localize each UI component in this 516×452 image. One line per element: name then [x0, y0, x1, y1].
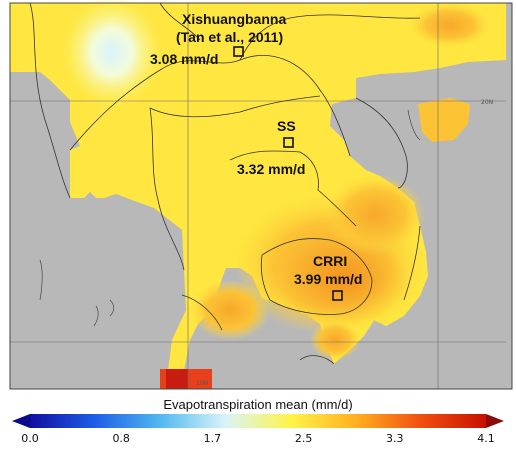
colorbar-tick-label: 1.7: [203, 432, 222, 445]
colorbar-tick-label: 2.5: [294, 432, 313, 445]
station-label-xishuangbanna: Xishuangbanna: [182, 11, 286, 27]
colorbar-left-arrow: [12, 414, 30, 428]
station-label-xishuangbanna-citation: (Tan et al., 2011): [176, 29, 283, 45]
colorbar: [12, 414, 504, 428]
colorbar-tick-label: 0.0: [21, 432, 39, 445]
grid-label-20n: 20N: [481, 99, 493, 106]
square-marker-icon[interactable]: [283, 137, 294, 148]
land-field: [10, 0, 506, 389]
country-borders: [29, 2, 421, 365]
colorbar-bar: [30, 414, 486, 428]
map-frame: [9, 2, 513, 390]
station-value-xishuangbanna: 3.08 mm/d: [150, 51, 218, 67]
colorbar-tick-label: 3.3: [386, 432, 404, 445]
evapotranspiration-map: 20N 10N Xishuangbanna (Tan et al., 2011)…: [9, 0, 513, 390]
square-marker-icon[interactable]: [233, 46, 244, 57]
colorbar-tick-label: 0.8: [112, 432, 130, 445]
colorbar-right-arrow: [486, 414, 504, 428]
station-value-ss: 3.32 mm/d: [237, 161, 305, 177]
coastline-outlines: [39, 109, 421, 327]
station-label-crri: CRRI: [313, 253, 347, 269]
square-marker-icon[interactable]: [332, 290, 343, 301]
station-label-ss: SS: [277, 118, 296, 134]
graticule: [10, 3, 506, 389]
colorbar-title: Evapotranspiration mean (mm/d): [163, 397, 353, 412]
station-value-crri: 3.99 mm/d: [294, 271, 362, 287]
grid-label-10n: 10N: [196, 380, 208, 387]
colorbar-tick-label: 4.1: [477, 432, 495, 445]
